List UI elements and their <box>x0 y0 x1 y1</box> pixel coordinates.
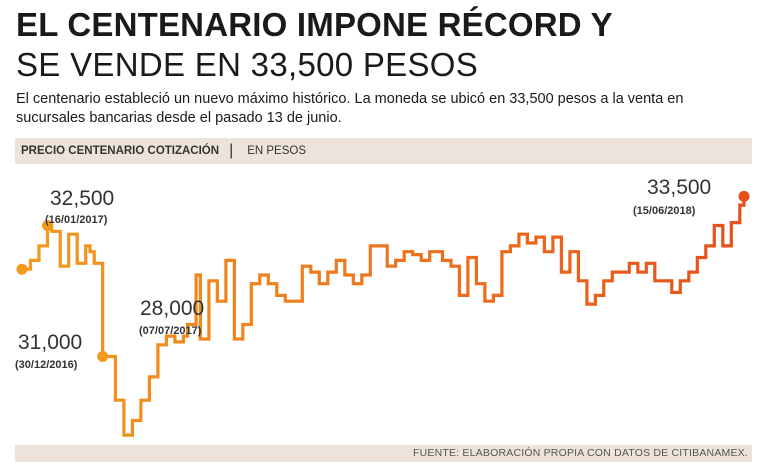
marker-start <box>16 263 28 275</box>
marker-max-2017 <box>42 220 53 231</box>
chart-header-bar: PRECIO CENTENARIO COTIZACIÓN | EN PESOS <box>15 138 752 164</box>
annotation-jul-2017-value: 28,000 <box>140 297 204 320</box>
footer-bar: FUENTE: ELABORACIÓN PROPIA CON DATOS DE … <box>15 445 752 462</box>
chart-unit: EN PESOS <box>247 145 307 157</box>
annotation-start-date: (30/12/2016) <box>15 359 78 371</box>
annotation-max-2017-date: (16/01/2017) <box>45 214 108 226</box>
source-note: FUENTE: ELABORACIÓN PROPIA CON DATOS DE … <box>413 447 748 459</box>
marker-record <box>738 190 750 202</box>
price-series-line <box>22 196 746 437</box>
marker-jul-2017 <box>97 351 109 362</box>
annotation-record-value: 33,500 <box>647 176 711 199</box>
annotation-start-value: 31,000 <box>18 331 82 354</box>
chart-header-separator: | <box>229 142 234 159</box>
subtitle: El centenario estableció un nuevo máximo… <box>16 91 684 126</box>
annotation-jul-2017-date: (07/07/2017) <box>139 325 202 337</box>
annotation-record-date: (15/06/2018) <box>633 205 696 217</box>
headline-line-1: EL CENTENARIO IMPONE RÉCORD Y <box>16 6 613 43</box>
annotation-max-2017-value: 32,500 <box>50 187 114 210</box>
headline-line-2: SE VENDE EN 33,500 PESOS <box>16 46 479 83</box>
chart-title: PRECIO CENTENARIO COTIZACIÓN <box>21 145 220 157</box>
